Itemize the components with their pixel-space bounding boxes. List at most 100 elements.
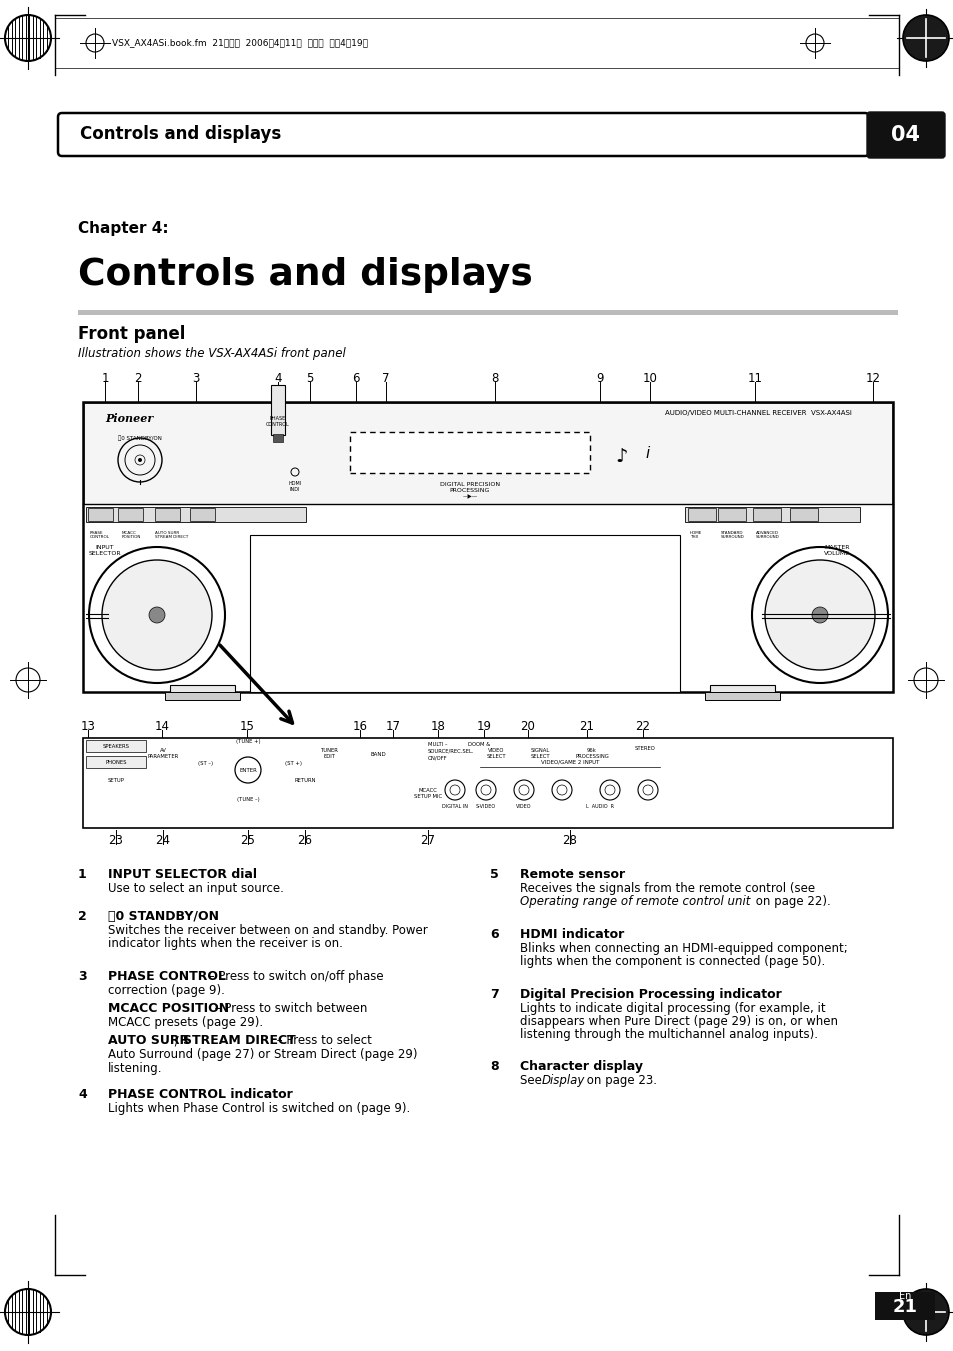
Text: i: i (645, 446, 649, 461)
Text: 11: 11 (747, 372, 761, 385)
Text: SOURCE/REC.SEL.: SOURCE/REC.SEL. (428, 748, 474, 754)
Text: AUTO SURR: AUTO SURR (108, 1034, 189, 1047)
Bar (84, 403, 891, 504)
Text: Chapter 4:: Chapter 4: (78, 220, 169, 235)
Text: VSX_AX4ASi.book.fm  21ページ  2006年4月11日  火曜日  午後4時19分: VSX_AX4ASi.book.fm 21ページ 2006年4月11日 火曜日 … (112, 38, 368, 47)
Text: 5: 5 (306, 372, 314, 385)
Text: Lights to indicate digital processing (for example, it: Lights to indicate digital processing (f… (519, 1002, 824, 1015)
Text: PHASE CONTROL: PHASE CONTROL (108, 970, 226, 984)
Text: 2: 2 (78, 911, 87, 923)
Text: AUTO SURR
STREAM DIRECT: AUTO SURR STREAM DIRECT (154, 531, 188, 539)
Text: S-VIDEO: S-VIDEO (476, 804, 496, 808)
Bar (86, 757, 146, 767)
Text: – Press to select: – Press to select (273, 1034, 372, 1047)
Text: ␨0 STANDBY/ON: ␨0 STANDBY/ON (118, 435, 162, 440)
Text: – Press to switch between: – Press to switch between (211, 1002, 367, 1015)
Text: ♪: ♪ (615, 447, 628, 466)
Text: STREAM DIRECT: STREAM DIRECT (183, 1034, 295, 1047)
Bar (154, 508, 180, 521)
Text: DIGITAL PRECISION
PROCESSING: DIGITAL PRECISION PROCESSING (439, 482, 499, 493)
Circle shape (811, 607, 827, 623)
Text: ON/OFF: ON/OFF (428, 755, 447, 761)
Circle shape (138, 458, 142, 462)
Text: 13: 13 (80, 720, 95, 732)
Text: 2: 2 (134, 372, 142, 385)
Text: 4: 4 (274, 372, 281, 385)
Bar (118, 508, 143, 521)
Text: 12: 12 (864, 372, 880, 385)
Text: disappears when Pure Direct (page 29) is on, or when: disappears when Pure Direct (page 29) is… (519, 1015, 837, 1028)
Text: VIDEO
SELECT: VIDEO SELECT (486, 748, 505, 759)
Text: 7: 7 (490, 988, 498, 1001)
Text: (ST +): (ST +) (285, 761, 302, 766)
Circle shape (102, 561, 212, 670)
Circle shape (902, 1289, 948, 1335)
Text: 20: 20 (520, 720, 535, 732)
Text: VIDEO/GAME 2 INPUT: VIDEO/GAME 2 INPUT (540, 759, 598, 765)
Bar (273, 434, 283, 442)
Text: 4: 4 (78, 1088, 87, 1101)
Circle shape (89, 547, 225, 684)
Text: 3: 3 (193, 372, 199, 385)
Circle shape (751, 547, 887, 684)
Text: Controls and displays: Controls and displays (78, 257, 532, 293)
Bar (752, 508, 781, 521)
Text: 04: 04 (890, 126, 920, 145)
Bar (350, 432, 589, 473)
Text: 21: 21 (578, 720, 594, 732)
Text: 3: 3 (78, 970, 87, 984)
Text: ␨0 STANDBY/ON: ␨0 STANDBY/ON (108, 911, 219, 923)
Text: INPUT SELECTOR dial: INPUT SELECTOR dial (108, 867, 256, 881)
Text: 96k
PROCESSING: 96k PROCESSING (575, 748, 608, 759)
Text: HDMI indicator: HDMI indicator (519, 928, 623, 942)
Text: En: En (898, 1292, 910, 1301)
Text: listening.: listening. (108, 1062, 162, 1075)
Bar (718, 508, 745, 521)
Text: Illustration shows the VSX-AX4ASi front panel: Illustration shows the VSX-AX4ASi front … (78, 346, 345, 359)
Text: Digital Precision Processing indicator: Digital Precision Processing indicator (519, 988, 781, 1001)
Text: Operating range of remote control unit: Operating range of remote control unit (519, 894, 750, 908)
Text: 26: 26 (297, 834, 313, 847)
Bar (83, 738, 892, 828)
Text: STANDARD
SURROUND: STANDARD SURROUND (720, 531, 744, 539)
Text: 19: 19 (476, 720, 491, 732)
Text: STEREO: STEREO (634, 746, 655, 751)
Text: 22: 22 (635, 720, 650, 732)
Text: VIDEO: VIDEO (516, 804, 531, 808)
FancyBboxPatch shape (58, 113, 868, 155)
Text: 18: 18 (430, 720, 445, 732)
FancyBboxPatch shape (866, 112, 944, 158)
Text: Blinks when connecting an HDMI-equipped component;: Blinks when connecting an HDMI-equipped … (519, 942, 847, 955)
Text: PHONES: PHONES (105, 759, 127, 765)
Text: PHASE
CONTROL: PHASE CONTROL (266, 416, 290, 427)
Text: SPEAKERS: SPEAKERS (102, 743, 130, 748)
Text: 15: 15 (239, 720, 254, 732)
Bar (250, 535, 679, 692)
Bar (78, 309, 897, 315)
Text: MCACC POSITION: MCACC POSITION (108, 1002, 229, 1015)
Text: SETUP: SETUP (108, 778, 124, 784)
Bar (684, 507, 859, 521)
Text: 7: 7 (382, 372, 390, 385)
Text: on page 23.: on page 23. (582, 1074, 657, 1088)
Text: /: / (171, 1034, 182, 1047)
Text: 23: 23 (109, 834, 123, 847)
Text: on page 22).: on page 22). (751, 894, 830, 908)
Text: (ST –): (ST –) (198, 761, 213, 766)
Text: 9: 9 (596, 372, 603, 385)
Text: Front panel: Front panel (78, 326, 185, 343)
Bar (83, 403, 892, 692)
Circle shape (902, 15, 948, 61)
Text: 14: 14 (154, 720, 170, 732)
Text: TUNER
EDIT: TUNER EDIT (321, 748, 338, 759)
Text: Controls and displays: Controls and displays (80, 126, 281, 143)
Text: L  AUDIO  R: L AUDIO R (585, 804, 614, 808)
Bar (874, 1292, 934, 1320)
Text: MCACC
POSITION: MCACC POSITION (122, 531, 141, 539)
Text: MASTER
VOLUME: MASTER VOLUME (823, 544, 849, 555)
Text: (TUNE –): (TUNE –) (236, 797, 259, 802)
Text: 1: 1 (78, 867, 87, 881)
Text: ADVANCED
SURROUND: ADVANCED SURROUND (755, 531, 779, 539)
Circle shape (149, 607, 165, 623)
Bar (704, 692, 780, 700)
